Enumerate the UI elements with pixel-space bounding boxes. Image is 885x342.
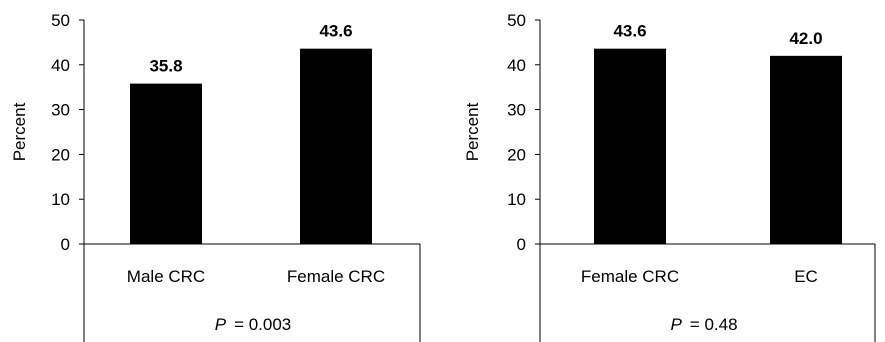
bar	[130, 83, 202, 244]
y-tick-label: 40	[507, 56, 526, 75]
y-tick-label: 50	[51, 11, 70, 30]
bar-value-label: 35.8	[149, 57, 182, 76]
category-label: Female CRC	[287, 267, 385, 286]
y-axis-label: Percent	[10, 102, 29, 161]
chart-right: 0 10 20 30 40 50 Percent 43.6 Female CRC 42.0 EC P =…	[463, 11, 876, 342]
y-tick-label: 10	[51, 190, 70, 209]
y-axis-label: Percent	[463, 102, 482, 161]
y-tick-label: 0	[61, 235, 70, 254]
p-value: = 0.48	[690, 315, 738, 334]
y-tick-label: 50	[507, 11, 526, 30]
p-value: = 0.003	[234, 315, 291, 334]
y-tick-label: 40	[51, 56, 70, 75]
p-symbol: P	[670, 315, 682, 334]
bar-value-label: 43.6	[319, 22, 352, 41]
y-tick-label: 30	[507, 101, 526, 120]
bar-value-label: 43.6	[613, 22, 646, 41]
y-tick-label: 0	[517, 235, 526, 254]
bar	[770, 55, 842, 245]
p-symbol: P	[215, 315, 227, 334]
p-value-label: P = 0.48	[670, 315, 737, 334]
category-label: Male CRC	[127, 267, 205, 286]
bar	[594, 48, 666, 245]
category-label: EC	[794, 267, 818, 286]
bar	[300, 48, 372, 245]
chart-left: 0 10 20 30 40 50 Percent 35.8 Male CRC 43.6 Female…	[10, 11, 421, 342]
category-label: Female CRC	[581, 267, 679, 286]
p-value-label: P = 0.003	[215, 315, 292, 334]
y-tick-label: 20	[507, 145, 526, 164]
y-tick-label: 20	[51, 145, 70, 164]
y-tick-label: 30	[51, 101, 70, 120]
bar-value-label: 42.0	[789, 29, 822, 48]
y-tick-label: 10	[507, 190, 526, 209]
